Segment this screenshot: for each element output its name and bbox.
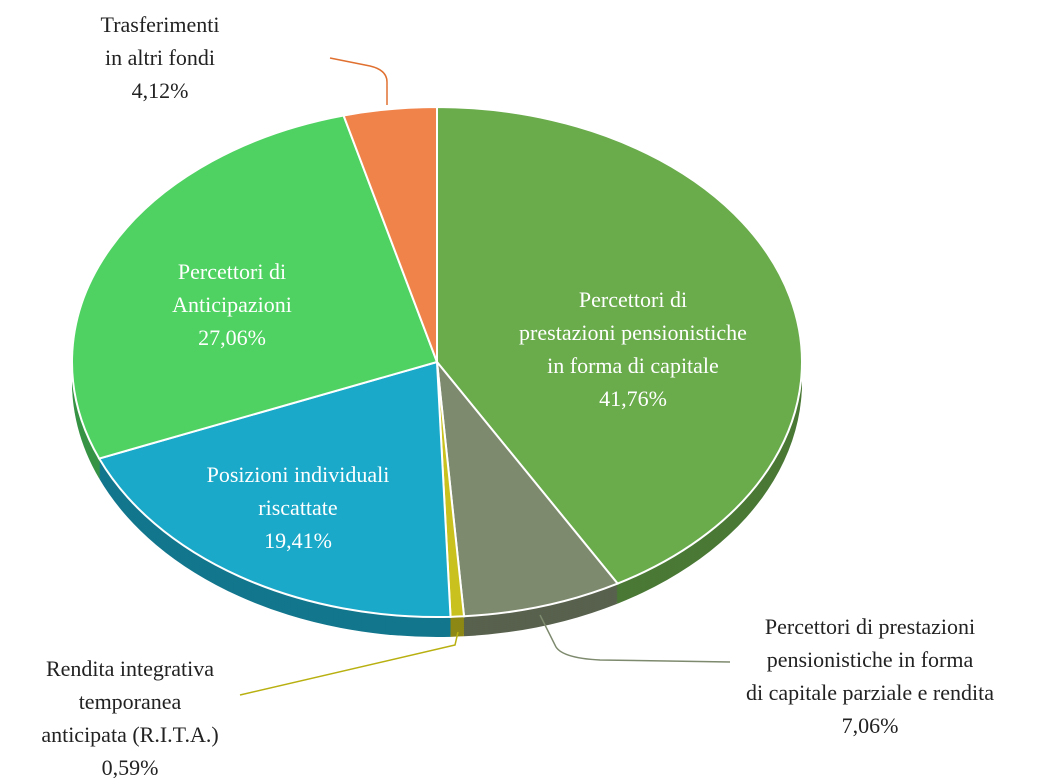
category-label: Rendita integrativa temporanea anticipat… bbox=[41, 656, 219, 747]
pie bbox=[71, 105, 803, 637]
slice-label: Percettori di Anticipazioni 27,06% bbox=[172, 255, 292, 354]
slice-label: Percettori di prestazioni pensionistiche… bbox=[519, 283, 747, 415]
slice-label: Rendita integrativa temporanea anticipat… bbox=[41, 652, 218, 778]
category-label: Percettori di Anticipazioni bbox=[172, 259, 292, 317]
value-label: 19,41% bbox=[264, 528, 332, 553]
slice bbox=[342, 105, 438, 363]
category-label: Trasferimenti in altri fondi bbox=[100, 12, 220, 70]
category-label: Posizioni individuali riscattate bbox=[206, 462, 390, 520]
category-label: Percettori di prestazioni pensionistiche… bbox=[519, 287, 747, 378]
slice bbox=[435, 358, 620, 618]
leader-line bbox=[329, 57, 388, 105]
slice bbox=[97, 360, 452, 618]
slice-label: Percettori di prestazioni pensionistiche… bbox=[746, 610, 994, 742]
slice bbox=[71, 114, 439, 460]
value-label: 4,12% bbox=[131, 78, 189, 103]
value-label: 27,06% bbox=[198, 325, 266, 350]
value-label: 7,06% bbox=[841, 713, 899, 738]
leader-line bbox=[539, 614, 731, 663]
slice-label: Posizioni individuali riscattate 19,41% bbox=[207, 458, 390, 557]
category-label: Percettori di prestazioni pensionistiche… bbox=[746, 614, 994, 705]
value-label: 0,59% bbox=[101, 755, 159, 778]
leader-line bbox=[239, 631, 459, 696]
value-label: 41,76% bbox=[599, 386, 667, 411]
slice-label: Trasferimenti in altri fondi 4,12% bbox=[101, 8, 220, 107]
slice bbox=[436, 105, 803, 585]
